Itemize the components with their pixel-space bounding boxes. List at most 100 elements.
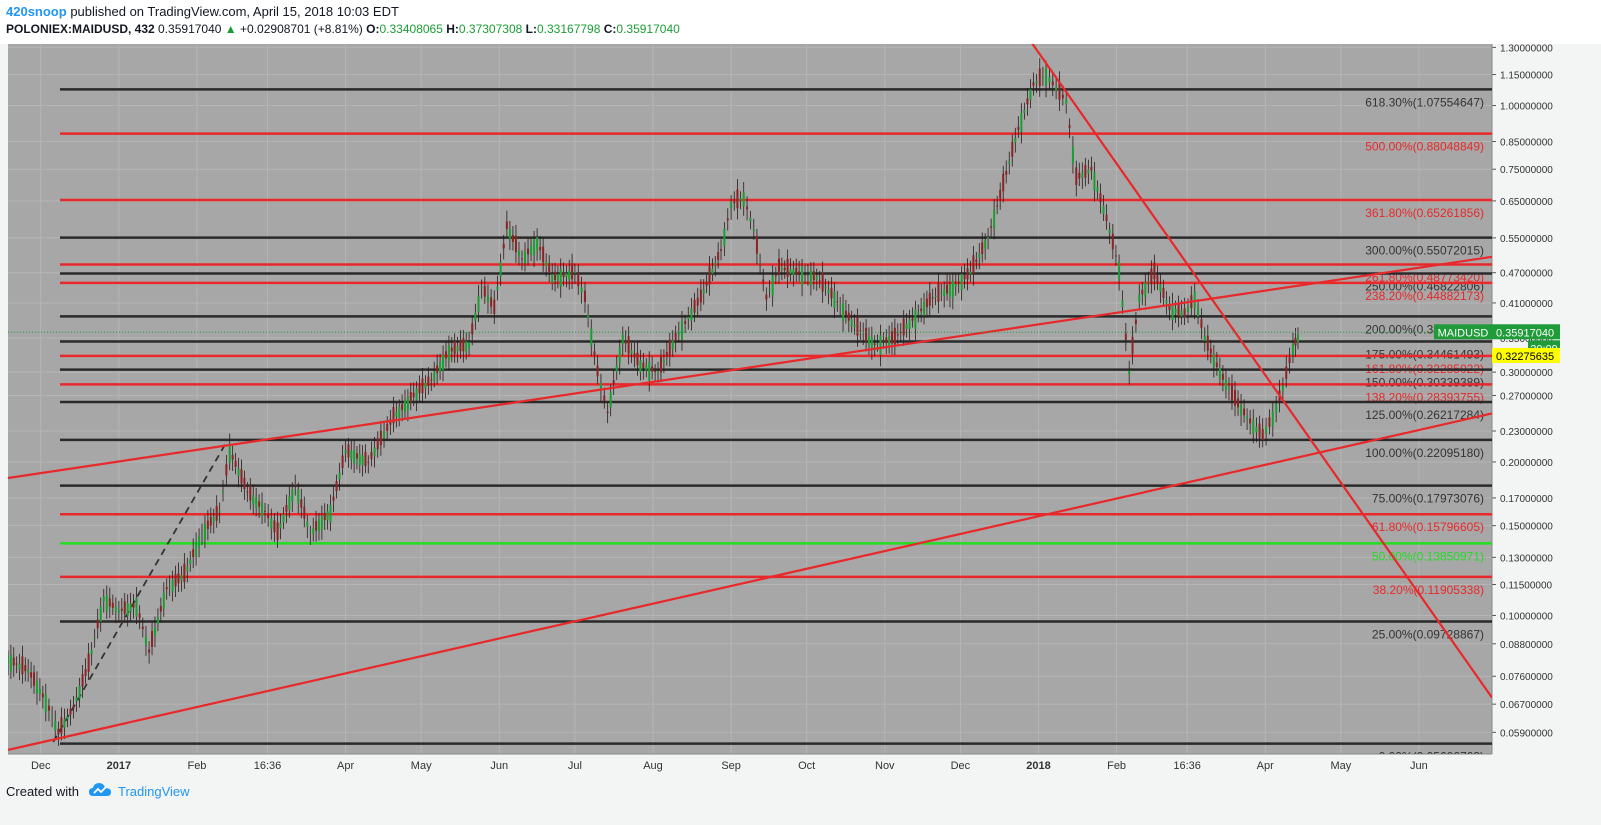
- y-tick-label: 1.15000000: [1500, 71, 1553, 82]
- candle-body: [771, 275, 774, 296]
- candle-body: [401, 404, 404, 410]
- candle-body: [847, 312, 850, 321]
- author-link[interactable]: 420snoop: [6, 4, 67, 19]
- trend-line: [1031, 44, 1492, 699]
- candle-body: [1084, 164, 1087, 178]
- candle-body: [332, 496, 335, 501]
- candle-body: [51, 715, 54, 718]
- y-tick-label: 0.75000000: [1500, 165, 1553, 176]
- candle-body: [987, 237, 990, 240]
- fib-level-label: 100.00%(0.22095180): [1365, 446, 1484, 460]
- candle-body: [606, 411, 609, 413]
- candle-body: [72, 705, 75, 709]
- y-tick-label: 0.15000000: [1500, 522, 1553, 533]
- candle-body: [439, 361, 442, 372]
- candle-body: [746, 206, 749, 210]
- candle-body: [1227, 388, 1230, 390]
- candle-body: [99, 605, 102, 622]
- candle-body: [795, 267, 798, 275]
- candle-body: [288, 496, 291, 510]
- last-price-tag-bg: [1492, 324, 1560, 340]
- candle-body: [258, 501, 261, 507]
- candle-body: [639, 360, 642, 373]
- candle-body: [1075, 167, 1078, 186]
- candle-body: [665, 351, 668, 357]
- candle-body: [565, 273, 568, 277]
- x-tick-label: Dec: [31, 760, 51, 772]
- y-tick-label: 0.08800000: [1500, 640, 1553, 651]
- candle-body: [888, 336, 891, 346]
- candle-body: [69, 708, 72, 715]
- candle-body: [177, 573, 180, 584]
- candle-body: [925, 298, 928, 308]
- candle-body: [1265, 426, 1268, 435]
- candle-body: [876, 343, 879, 345]
- candle-body: [842, 303, 845, 321]
- y-tick-label: 0.20000000: [1500, 458, 1553, 469]
- candle-body: [659, 356, 662, 373]
- candle-body: [66, 716, 69, 720]
- candle-body: [291, 488, 294, 501]
- candle-body: [249, 485, 252, 501]
- candle-body: [539, 246, 542, 251]
- candle-body: [1221, 373, 1224, 380]
- candle-body: [63, 719, 66, 728]
- chart-header: 420snoop published on TradingView.com, A…: [0, 0, 1601, 44]
- fib-level-label: 175.00%(0.34461493): [1365, 347, 1484, 361]
- fib-level-label: 38.20%(0.11905338): [1373, 583, 1484, 597]
- candle-body: [409, 392, 412, 403]
- tradingview-link[interactable]: TradingView: [118, 784, 190, 799]
- candle-body: [477, 295, 480, 312]
- candle-body: [1180, 310, 1183, 317]
- candle-body: [551, 274, 554, 284]
- candle-body: [630, 350, 633, 354]
- x-tick-label: Jun: [490, 760, 508, 772]
- price-chart[interactable]: 1.30000000 1.15000000 1.00000000 0.85000000…: [0, 44, 1601, 774]
- candle-body: [162, 593, 165, 610]
- low-label: L:: [525, 22, 537, 36]
- candle-body: [306, 521, 309, 527]
- candle-body: [1032, 82, 1035, 86]
- fib-level-label: 300.00%(0.55072015): [1365, 244, 1484, 258]
- candle-body: [335, 481, 338, 492]
- candle-body: [514, 235, 517, 253]
- candle-body: [720, 249, 723, 251]
- candle-body: [812, 271, 815, 281]
- candle-body: [824, 287, 827, 289]
- candle-body: [212, 516, 215, 523]
- fib-level-label: 361.80%(0.65261856): [1365, 206, 1484, 220]
- candle-body: [447, 345, 450, 361]
- candle-body: [836, 301, 839, 303]
- candle-body: [1035, 81, 1038, 84]
- candle-body: [645, 365, 648, 371]
- candle-body: [192, 549, 195, 558]
- candle-body: [444, 351, 447, 359]
- candle-body: [9, 654, 12, 672]
- candle-body: [809, 270, 812, 286]
- candle-body: [568, 270, 571, 280]
- candle-body: [1230, 383, 1233, 401]
- candle-body: [261, 502, 264, 517]
- candle-body: [1275, 403, 1278, 414]
- candle-body: [1243, 408, 1246, 416]
- created-with-text: Created with: [6, 784, 79, 799]
- candle-body: [430, 379, 433, 381]
- candle-body: [801, 266, 804, 286]
- candle-body: [47, 705, 50, 711]
- y-tick-label: 0.35000000: [1500, 334, 1553, 345]
- candle-body: [1281, 385, 1284, 391]
- fib-level-label: 125.00%(0.26217284): [1365, 408, 1484, 422]
- candle-body: [612, 380, 615, 385]
- y-tick-label: 0.23000000: [1500, 427, 1553, 438]
- y-tick-label: 0.05900000: [1500, 728, 1553, 739]
- candle-body: [108, 598, 111, 607]
- tradingview-cloud-icon[interactable]: [88, 782, 112, 798]
- candle-body: [21, 656, 24, 675]
- candle-body: [844, 310, 847, 316]
- candle-body: [102, 596, 105, 602]
- y-tick-label: 0.41000000: [1500, 299, 1553, 310]
- candle-body: [180, 575, 183, 581]
- candle-body: [1121, 300, 1124, 307]
- y-tick-label: 0.65000000: [1500, 197, 1553, 208]
- candle-body: [15, 663, 18, 665]
